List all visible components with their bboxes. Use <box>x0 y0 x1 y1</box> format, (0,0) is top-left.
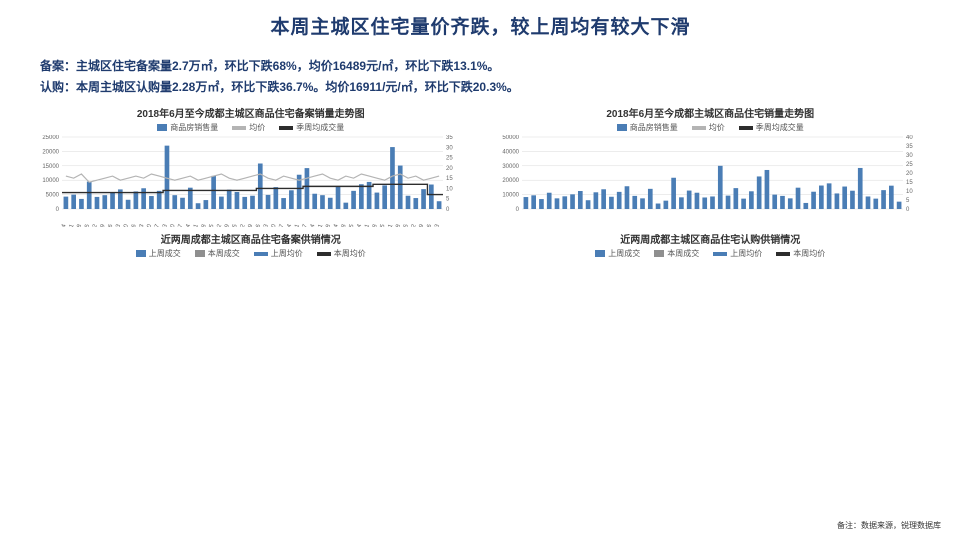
chart-tr-legend: 商品房销售量 均价 季周均成交量 <box>490 122 932 133</box>
svg-text:50000: 50000 <box>502 135 519 141</box>
chart-top-left: 2018年6月至今成都主城区商品住宅备案销量走势图 商品房销售量 均价 季周均成… <box>30 105 472 227</box>
svg-text:20: 20 <box>906 171 913 177</box>
svg-text:15000: 15000 <box>42 164 59 170</box>
bullet-line-2: 认购：本周主城区认购量2.28万㎡，环比下跌36.7%。均价16911/元/㎡，… <box>40 78 931 95</box>
svg-text:5: 5 <box>906 198 910 204</box>
svg-text:30: 30 <box>446 145 453 151</box>
page-title: 本周主城区住宅量价齐跌，较上周均有较大下滑 <box>30 12 931 39</box>
chart-br-legend: 上周成交 本周成交 上周均价 本周均价 <box>490 248 932 259</box>
svg-text:20000: 20000 <box>42 149 59 155</box>
svg-text:25000: 25000 <box>42 135 59 141</box>
svg-text:20000: 20000 <box>502 178 519 184</box>
legend-swatch-bar <box>157 124 167 131</box>
svg-text:0: 0 <box>446 207 450 213</box>
svg-text:35: 35 <box>446 135 453 141</box>
legend-swatch-line <box>279 126 293 130</box>
chart-bottom-right: 近两周成都主城区商品住宅认购供销情况 上周成交 本周成交 上周均价 本周均价 <box>490 231 932 376</box>
chart-tl-title: 2018年6月至今成都主城区商品住宅备案销量走势图 <box>30 105 472 120</box>
svg-text:30000: 30000 <box>502 164 519 170</box>
chart-tr-title: 2018年6月至今成都主城区商品住宅销量走势图 <box>490 105 932 120</box>
legend-swatch-line <box>232 126 246 130</box>
chart-bl-title: 近两周成都主城区商品住宅备案供销情况 <box>30 231 472 246</box>
svg-text:10: 10 <box>446 186 453 192</box>
svg-text:15: 15 <box>446 176 453 182</box>
footer-note: 备注：数据来源，锐理数据库 <box>837 520 941 531</box>
svg-text:20: 20 <box>446 166 453 172</box>
chart-top-right: 2018年6月至今成都主城区商品住宅销量走势图 商品房销售量 均价 季周均成交量… <box>490 105 932 227</box>
chart-tl-svg: 0 5000 10000 15000 20000 25000 0 5 10 15 20 25 30 35 0… <box>30 135 465 227</box>
svg-text:40000: 40000 <box>502 149 519 155</box>
chart-tl-legend: 商品房销售量 均价 季周均成交量 <box>30 122 472 133</box>
svg-text:25: 25 <box>906 162 913 168</box>
svg-text:5000: 5000 <box>46 193 60 199</box>
svg-text:40: 40 <box>906 135 913 141</box>
svg-text:15: 15 <box>906 180 913 186</box>
svg-text:10000: 10000 <box>502 193 519 199</box>
chart-bl-legend: 上周成交 本周成交 上周均价 本周均价 <box>30 248 472 259</box>
svg-text:5: 5 <box>446 197 450 203</box>
svg-text:10000: 10000 <box>42 178 59 184</box>
svg-text:35: 35 <box>906 144 913 150</box>
chart-bl-svg <box>30 261 465 376</box>
svg-text:30: 30 <box>906 153 913 159</box>
svg-text:0: 0 <box>515 207 519 213</box>
chart-bottom-left: 近两周成都主城区商品住宅备案供销情况 上周成交 本周成交 上周均价 本周均价 <box>30 231 472 376</box>
chart-br-svg <box>490 261 925 376</box>
chart-tr-svg: 0 10000 20000 30000 40000 50000 0 5 10 15 20 25 30 35… <box>490 135 925 227</box>
bullet-line-1: 备案：主城区住宅备案量2.7万㎡，环比下跌68%，均价16489元/㎡，环比下跌… <box>40 57 931 74</box>
svg-text:06.04: 06.04 <box>57 223 68 227</box>
svg-text:25: 25 <box>446 156 453 162</box>
summary-bullets: 备案：主城区住宅备案量2.7万㎡，环比下跌68%，均价16489元/㎡，环比下跌… <box>30 57 931 95</box>
chart-br-title: 近两周成都主城区商品住宅认购供销情况 <box>490 231 932 246</box>
svg-text:0: 0 <box>906 207 910 213</box>
svg-text:0: 0 <box>56 207 60 213</box>
svg-text:10: 10 <box>906 189 913 195</box>
